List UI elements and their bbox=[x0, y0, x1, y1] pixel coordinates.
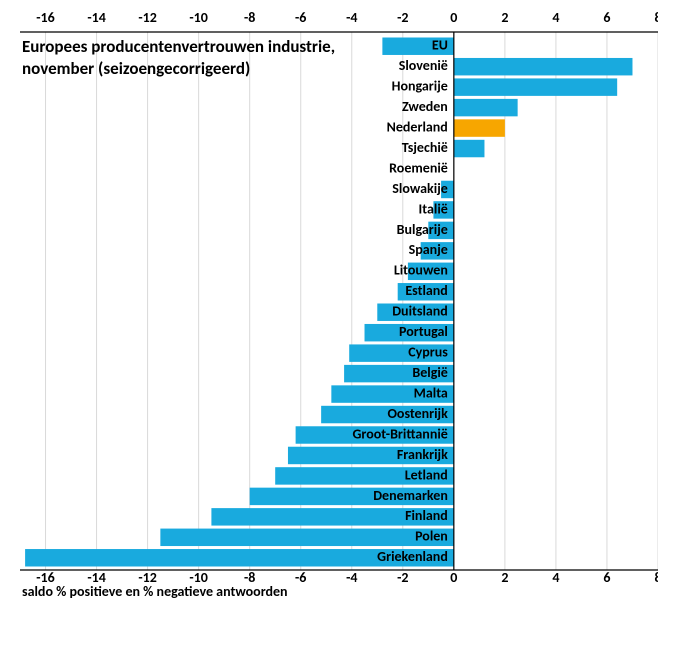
x-tick-top: 4 bbox=[552, 9, 559, 26]
bar bbox=[454, 140, 485, 157]
x-tick-top: -12 bbox=[138, 9, 156, 26]
category-label: Griekenland bbox=[377, 548, 448, 565]
x-tick-top: -2 bbox=[397, 9, 408, 26]
chart-title-line1: Europees producentenvertrouwen industrie… bbox=[22, 36, 335, 57]
bar bbox=[454, 58, 633, 75]
category-label: Litouwen bbox=[394, 262, 448, 279]
category-label: Spanje bbox=[409, 241, 448, 258]
x-tick-top: -14 bbox=[87, 9, 105, 26]
category-label: Italië bbox=[419, 200, 448, 217]
x-tick-top: -6 bbox=[295, 9, 306, 26]
x-tick-bottom: 2 bbox=[501, 569, 508, 586]
bar bbox=[454, 78, 617, 95]
category-label: Estland bbox=[405, 282, 448, 299]
category-label: Hongarije bbox=[392, 78, 448, 95]
category-label: Oostenrijk bbox=[387, 405, 448, 422]
category-label: Denemarken bbox=[373, 487, 448, 504]
x-tick-top: -10 bbox=[189, 9, 207, 26]
x-tick-top: -8 bbox=[244, 9, 255, 26]
category-label: Portugal bbox=[399, 323, 448, 340]
x-tick-bottom: 0 bbox=[450, 569, 457, 586]
category-label: Polen bbox=[415, 528, 448, 545]
category-label: Slovenië bbox=[399, 57, 448, 74]
chart-footer: saldo % positieve en % negatieve antwoor… bbox=[22, 583, 288, 598]
x-tick-top: 8 bbox=[654, 9, 658, 26]
chart-title-line2: november (seizoengecorrigeerd) bbox=[22, 58, 250, 79]
bar bbox=[454, 99, 518, 116]
category-label: EU bbox=[432, 37, 448, 54]
x-tick-top: 6 bbox=[603, 9, 610, 26]
category-label: Cyprus bbox=[408, 344, 448, 361]
x-tick-bottom: -2 bbox=[397, 569, 408, 586]
x-tick-top: -4 bbox=[346, 9, 357, 26]
bar bbox=[160, 529, 453, 546]
category-label: Tsjechië bbox=[402, 139, 448, 156]
x-tick-top: 0 bbox=[450, 9, 457, 26]
category-label: Nederland bbox=[387, 118, 448, 135]
category-label: Slowakije bbox=[392, 180, 448, 197]
category-label: Frankrijk bbox=[397, 446, 448, 463]
category-label: België bbox=[412, 364, 447, 381]
x-tick-bottom: 8 bbox=[654, 569, 658, 586]
x-tick-bottom: -4 bbox=[346, 569, 357, 586]
x-tick-bottom: 6 bbox=[603, 569, 610, 586]
category-label: Finland bbox=[405, 507, 448, 524]
category-label: Groot-Brittannië bbox=[353, 425, 448, 442]
category-label: Zweden bbox=[402, 98, 448, 115]
category-label: Malta bbox=[414, 384, 448, 401]
category-label: Letland bbox=[405, 466, 448, 483]
x-tick-bottom: 4 bbox=[552, 569, 559, 586]
x-tick-bottom: -6 bbox=[295, 569, 306, 586]
x-tick-top: -16 bbox=[36, 9, 54, 26]
category-label: Roemenië bbox=[389, 159, 448, 176]
bar-chart: EU Slovenië Hongarije Zweden Nederland Tsjech… bbox=[20, 8, 658, 598]
x-tick-top: 2 bbox=[501, 9, 508, 26]
category-label: Duitsland bbox=[392, 303, 448, 320]
category-label: Bulgarije bbox=[397, 221, 448, 238]
bar bbox=[454, 119, 505, 136]
